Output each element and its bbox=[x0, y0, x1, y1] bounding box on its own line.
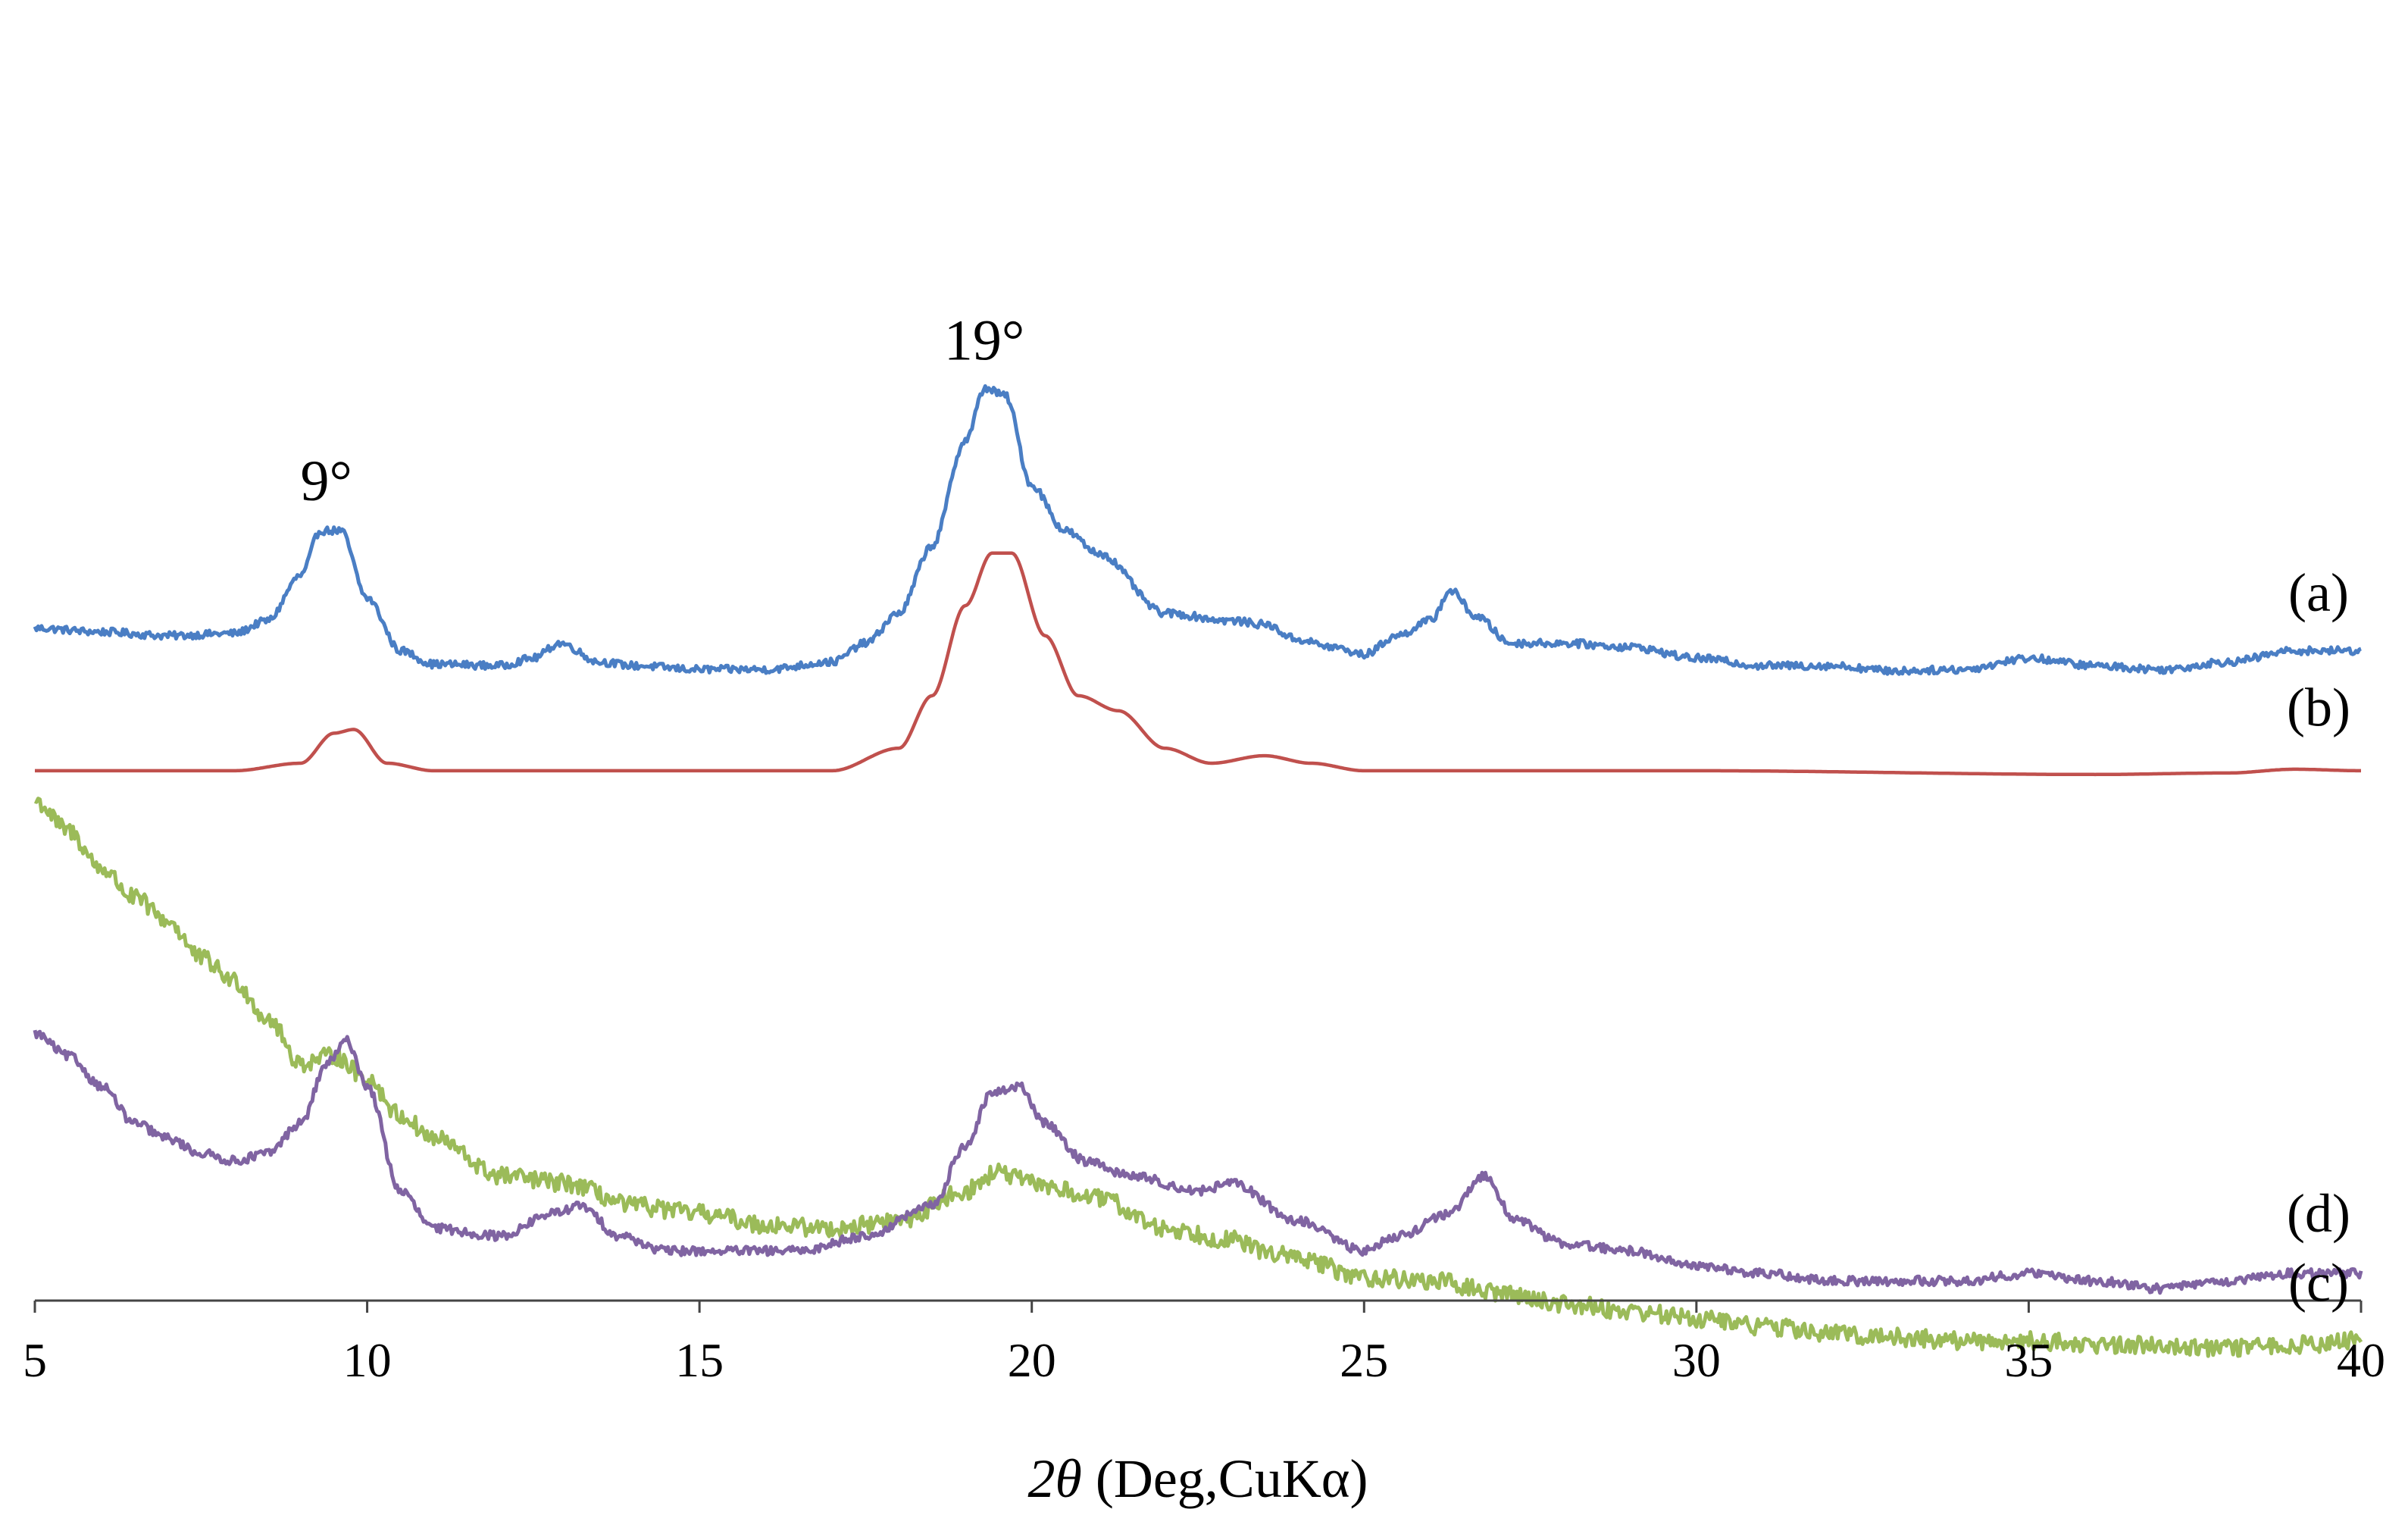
x-axis-ticks: 5 10 15 20 25 30 35 40 bbox=[23, 1301, 2385, 1387]
series-line-c bbox=[33, 797, 2363, 1358]
series-layer bbox=[33, 384, 2363, 1358]
series-label-a: (a) bbox=[2288, 562, 2349, 623]
peak-annotation-1: 9° bbox=[301, 449, 352, 513]
x-tick-label-30: 30 bbox=[1672, 1333, 1721, 1387]
peak-annotations: 9° 19° bbox=[301, 309, 1025, 514]
series-label-c: (c) bbox=[2288, 1253, 2349, 1313]
series-line-a bbox=[33, 384, 2362, 676]
series-line-b bbox=[34, 551, 2362, 777]
x-tick-label-35: 35 bbox=[2004, 1333, 2053, 1387]
x-tick-label-5: 5 bbox=[23, 1333, 47, 1387]
x-axis-title: 2θ (Deg,CuKα) bbox=[1027, 1448, 1368, 1509]
peak-annotation-2: 19° bbox=[944, 309, 1024, 373]
x-tick-label-25: 25 bbox=[1340, 1333, 1388, 1387]
series-label-b: (b) bbox=[2287, 677, 2350, 737]
x-axis-title-variable: 2θ bbox=[1027, 1448, 1081, 1509]
x-tick-label-10: 10 bbox=[343, 1333, 392, 1387]
x-tick-label-20: 20 bbox=[1008, 1333, 1056, 1387]
series-labels: (a) (b) (c) (d) bbox=[2287, 562, 2350, 1313]
x-tick-label-40: 40 bbox=[2337, 1333, 2385, 1387]
series-label-d: (d) bbox=[2287, 1183, 2350, 1244]
x-axis-title-rest: (Deg,CuKα) bbox=[1082, 1448, 1368, 1509]
x-tick-label-15: 15 bbox=[675, 1333, 724, 1387]
series-line-d bbox=[33, 1029, 2363, 1295]
